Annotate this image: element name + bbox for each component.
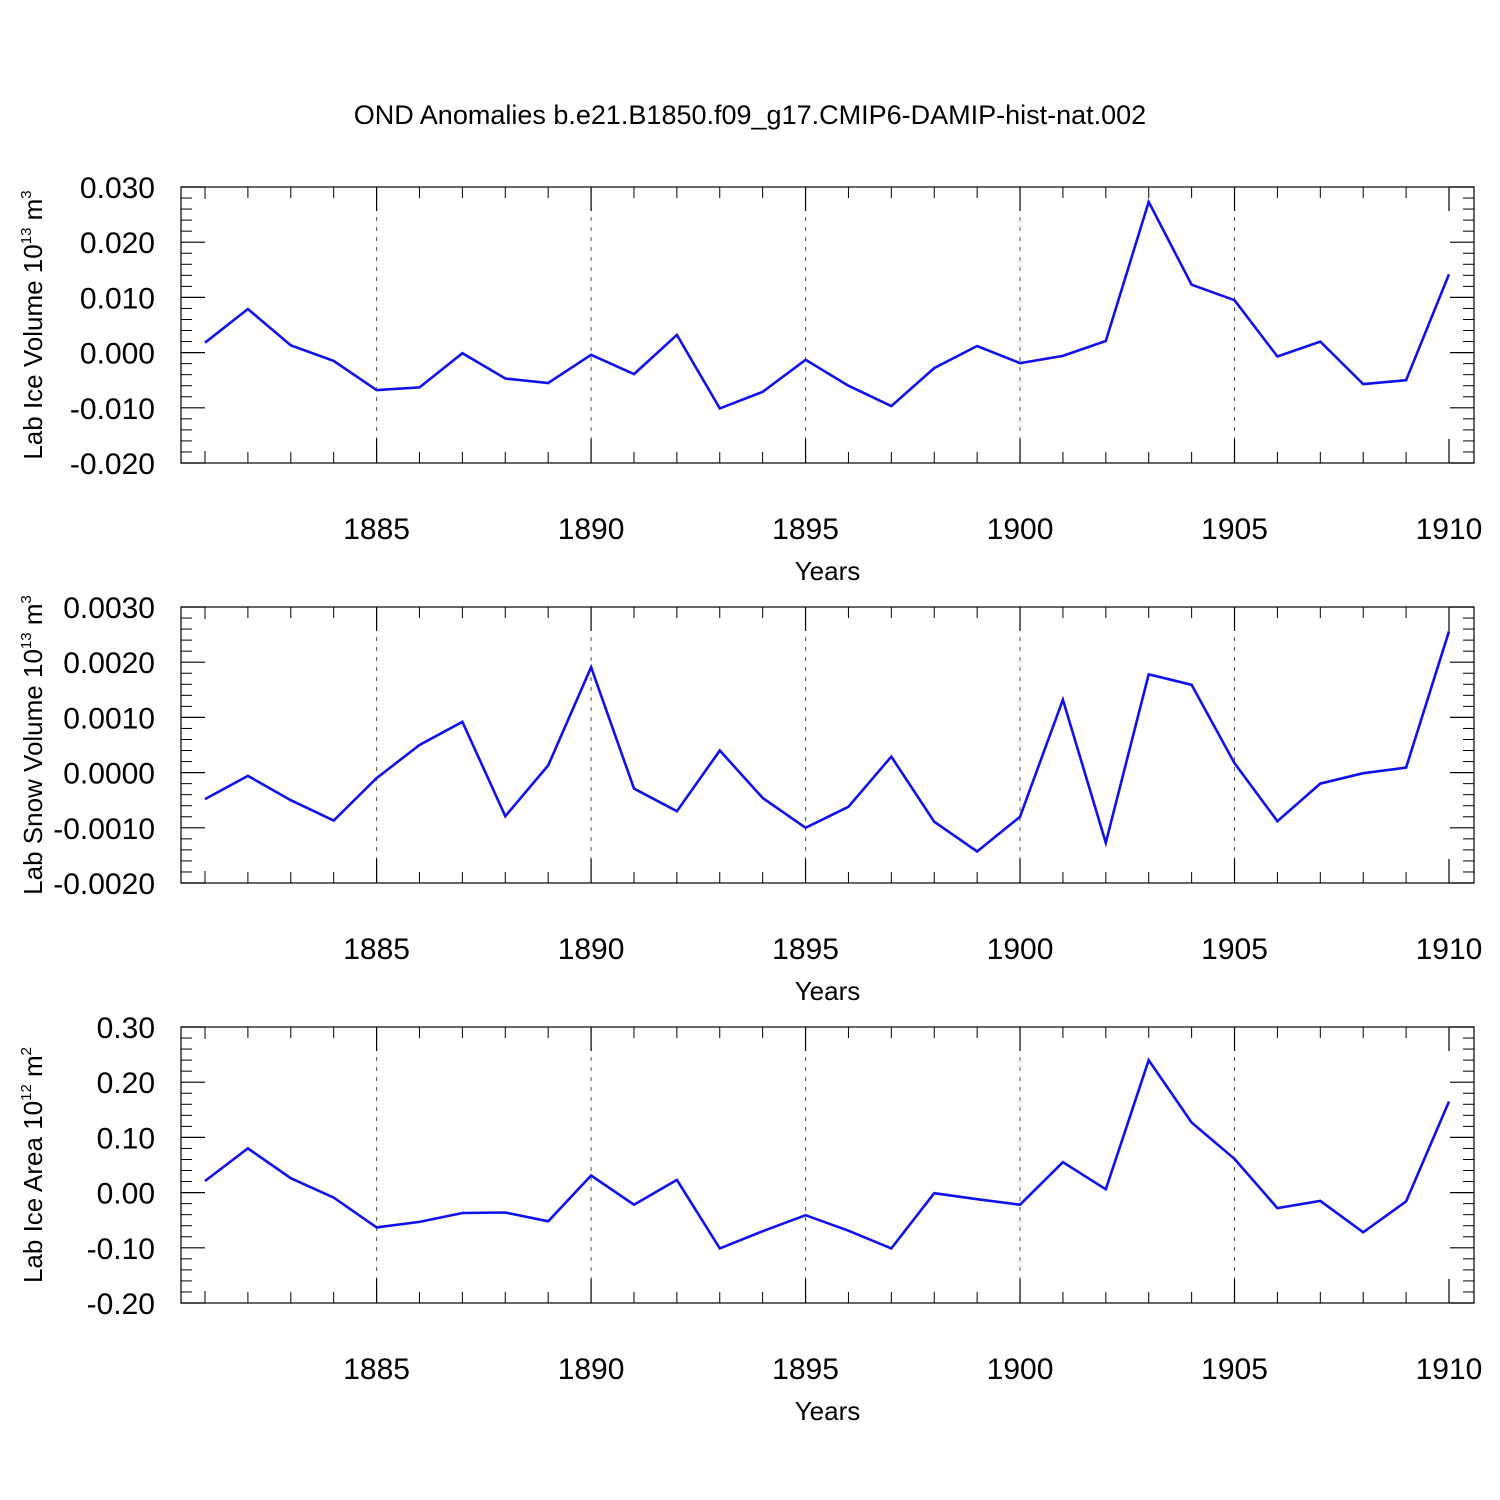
chart-title: OND Anomalies b.e21.B1850.f09_g17.CMIP6-… xyxy=(354,100,1146,130)
y-tick-label: 0.0000 xyxy=(63,758,155,791)
y-tick-label: -0.0020 xyxy=(53,868,155,901)
y-tick-label: -0.10 xyxy=(87,1233,155,1266)
y-tick-label: -0.0010 xyxy=(53,813,155,846)
x-tick-label: 1890 xyxy=(558,513,625,546)
x-tick-label: 1885 xyxy=(343,933,410,966)
y-tick-label: -0.020 xyxy=(70,448,155,481)
x-tick-label: 1895 xyxy=(772,933,839,966)
x-tick-label: 1895 xyxy=(772,513,839,546)
y-tick-label: 0.20 xyxy=(97,1067,155,1100)
y-tick-label: 0.030 xyxy=(80,172,155,205)
x-axis-label: Years xyxy=(795,976,861,1006)
x-tick-label: 1905 xyxy=(1201,933,1268,966)
y-tick-label: 0.10 xyxy=(97,1122,155,1155)
y-tick-label: -0.010 xyxy=(70,393,155,426)
y-axis-label: Lab Ice Volume 1013 m3 xyxy=(18,190,48,459)
panel-2: -0.0020 -0.0010 0.0000 0.0010 0.0020 0.0030 18… xyxy=(18,592,1482,1006)
plot-frame xyxy=(180,606,1475,884)
x-tick-label: 1890 xyxy=(558,1353,625,1386)
y-tick-label: 0.0010 xyxy=(63,702,155,735)
y-tick-label: 0.30 xyxy=(97,1012,155,1045)
y-tick-label: -0.20 xyxy=(87,1288,155,1321)
x-tick-label: 1905 xyxy=(1201,513,1268,546)
x-axis-label: Years xyxy=(795,556,861,586)
y-tick-label: 0.0020 xyxy=(63,647,155,680)
y-tick-label: 0.0030 xyxy=(63,592,155,625)
y-axis-label: Lab Ice Area 1012 m2 xyxy=(18,1047,48,1283)
x-tick-label: 1910 xyxy=(1416,513,1483,546)
y-axis-label: Lab Snow Volume 1013 m3 xyxy=(18,595,48,895)
series-line xyxy=(204,198,1451,411)
x-tick-label: 1885 xyxy=(343,1353,410,1386)
y-tick-label: 0.00 xyxy=(97,1178,155,1211)
panel-3: -0.20 -0.10 0.00 0.10 0.20 0.30 1885 1890 1895 19… xyxy=(18,1012,1482,1426)
series-line xyxy=(204,1057,1451,1251)
panel-1: -0.020 -0.010 0.000 0.010 0.020 0.030 1885 1890… xyxy=(18,172,1482,586)
x-tick-label: 1885 xyxy=(343,513,410,546)
x-tick-label: 1905 xyxy=(1201,1353,1268,1386)
x-tick-label: 1900 xyxy=(987,513,1054,546)
plot-frame xyxy=(180,186,1475,464)
x-tick-label: 1900 xyxy=(987,933,1054,966)
x-tick-label: 1910 xyxy=(1416,933,1483,966)
y-tick-label: 0.010 xyxy=(80,282,155,315)
plot-frame xyxy=(180,1026,1475,1304)
y-tick-label: 0.020 xyxy=(80,227,155,260)
x-axis-label: Years xyxy=(795,1396,861,1426)
x-tick-label: 1890 xyxy=(558,933,625,966)
x-tick-label: 1895 xyxy=(772,1353,839,1386)
x-tick-label: 1900 xyxy=(987,1353,1054,1386)
series-line xyxy=(204,630,1451,854)
y-tick-label: 0.000 xyxy=(80,338,155,371)
x-tick-label: 1910 xyxy=(1416,1353,1483,1386)
